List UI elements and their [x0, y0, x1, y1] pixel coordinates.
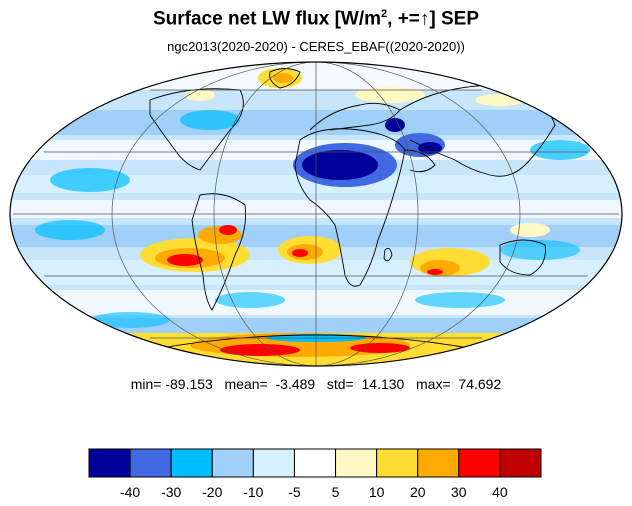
map-subtitle: ngc2013(2020-2020) - CERES_EBAF((2020-20… [167, 39, 465, 54]
colorbar-tick-label: -40 [120, 484, 140, 500]
colorbar-swatch [417, 448, 460, 478]
colorbar-tick-label: 30 [451, 484, 467, 500]
colorbar-tick-label: 5 [332, 484, 340, 500]
colorbar-tick-label: -30 [161, 484, 181, 500]
colorbar-swatch [293, 448, 337, 478]
colorbar-swatch [376, 448, 419, 478]
map-border [9, 61, 623, 367]
colorbar-swatch [499, 448, 542, 478]
colorbar-tick-label: 10 [369, 484, 385, 500]
colorbar-tick-label: 40 [492, 484, 508, 500]
colorbar-tick-label: -20 [202, 484, 222, 500]
colorbar-swatch [170, 448, 213, 478]
colorbar-swatch [252, 448, 295, 478]
colorbar-swatch [211, 448, 254, 478]
colorbar-swatch [129, 448, 172, 478]
colorbar-swatch [335, 448, 378, 478]
colorbar-tick-label: 20 [410, 484, 426, 500]
colorbar-tick-label: -5 [288, 484, 301, 500]
colorbar-swatch [88, 448, 131, 478]
colorbar-tick-label: -10 [243, 484, 263, 500]
colorbar-swatch [458, 448, 501, 478]
map-title: Surface net LW flux [W/m2, +=↑] SEP [152, 8, 480, 30]
statistics-line: min= -89.153 mean= -3.489 std= 14.130 ma… [130, 376, 502, 392]
